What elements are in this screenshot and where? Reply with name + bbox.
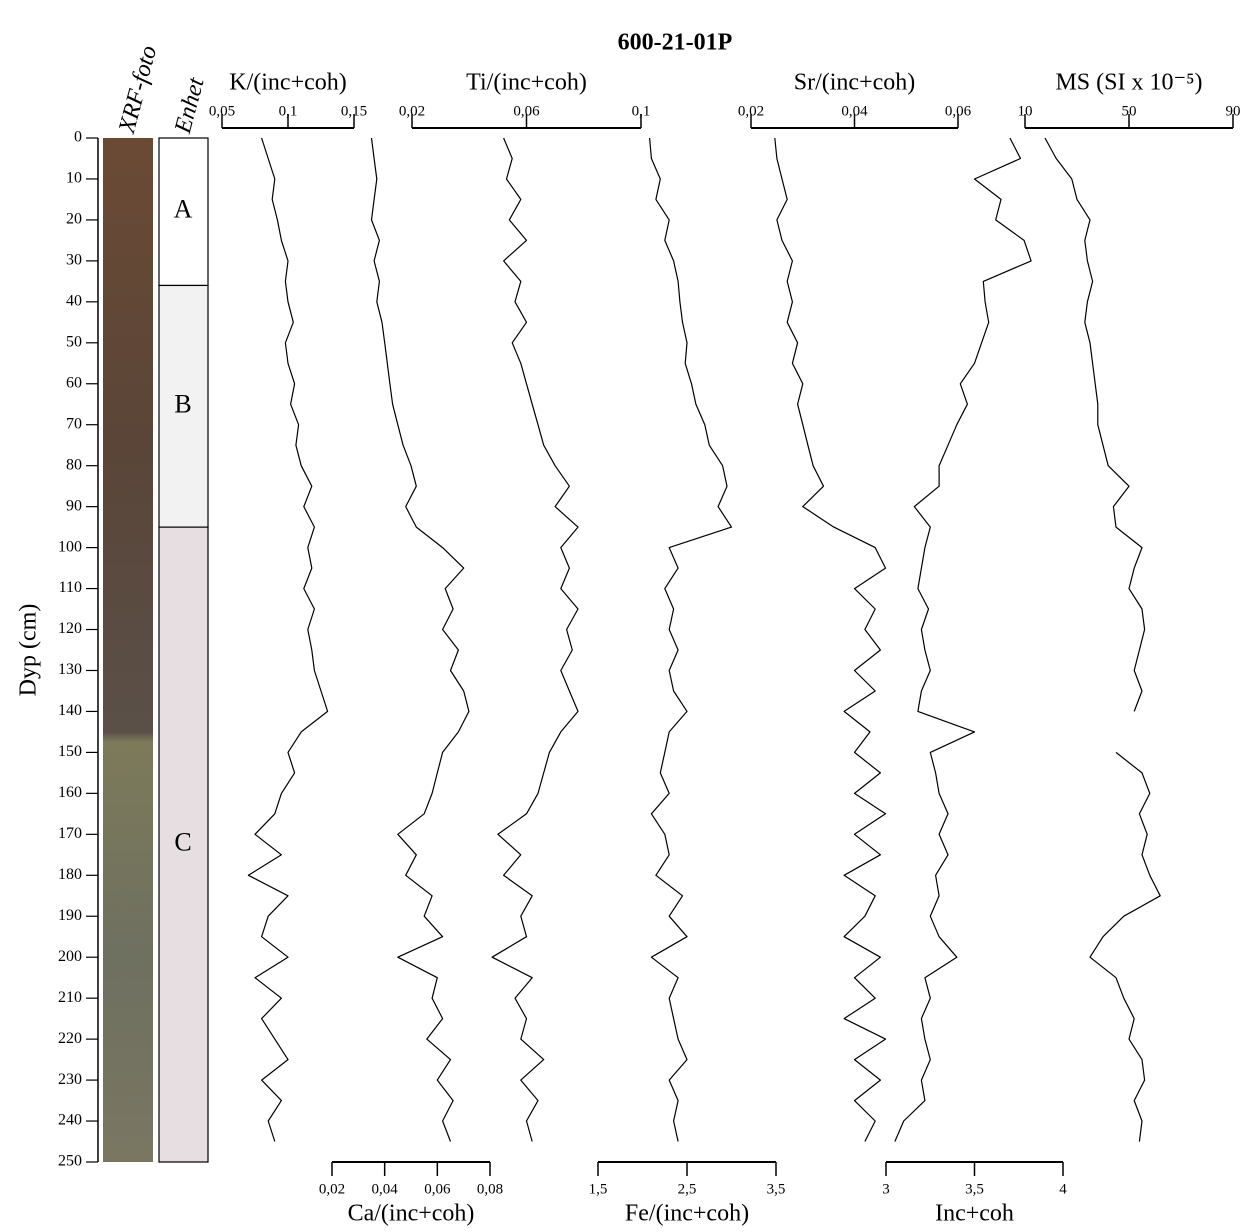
x-tick-label: 4 xyxy=(1059,1181,1067,1197)
x-tick-label: 1,5 xyxy=(589,1181,608,1197)
x-tick-label: 0,15 xyxy=(341,103,367,119)
x-tick-label: 3 xyxy=(882,1181,890,1197)
x-axis-label: Ca/(inc+coh) xyxy=(348,1201,475,1227)
y-tick-label: 60 xyxy=(66,374,82,391)
x-tick-label: 3,5 xyxy=(965,1181,984,1197)
y-tick-label: 210 xyxy=(58,989,82,1006)
series-line xyxy=(649,137,733,1142)
x-tick-label: 0,02 xyxy=(399,103,425,119)
series-line xyxy=(370,137,470,1142)
y-axis-label: Dyp (cm) xyxy=(16,604,42,697)
y-tick-label: 50 xyxy=(66,333,82,350)
series-line xyxy=(774,137,887,1142)
series-line xyxy=(894,137,1032,1142)
x-tick-label: 3,5 xyxy=(767,1181,786,1197)
y-tick-label: 30 xyxy=(66,252,82,269)
y-tick-label: 220 xyxy=(58,1030,82,1047)
x-tick-label: 90 xyxy=(1226,103,1241,119)
chart-title: 600-21-01P xyxy=(618,30,733,56)
y-tick-label: 80 xyxy=(66,456,82,473)
unit-label: B xyxy=(174,389,191,418)
y-tick-label: 190 xyxy=(58,907,82,924)
units-label: Enhet xyxy=(170,74,210,137)
core-photo xyxy=(103,138,153,1162)
x-tick-label: 0,06 xyxy=(513,103,540,119)
unit-label: C xyxy=(174,828,191,857)
x-tick-label: 0,08 xyxy=(477,1181,503,1197)
y-tick-label: 70 xyxy=(66,415,82,432)
unit-block xyxy=(158,284,209,528)
unit-block xyxy=(158,526,209,1163)
y-tick-label: 120 xyxy=(58,620,82,637)
y-tick-label: 250 xyxy=(58,1153,82,1170)
x-tick-label: 0,04 xyxy=(372,1181,399,1197)
x-tick-label: 0,05 xyxy=(209,103,235,119)
plot: 0 10 20 30 40 50 60 70 80 90 100 110 120 130 140 150 160… xyxy=(58,70,1241,1227)
series-line xyxy=(1044,137,1161,1142)
unit-block xyxy=(158,137,209,287)
x-tick-label: 0,06 xyxy=(424,1181,451,1197)
x-tick-label: 0,1 xyxy=(632,103,651,119)
x-axis-label: Ti/(inc+coh) xyxy=(466,70,587,96)
y-tick-label: 20 xyxy=(66,211,82,228)
y-tick-label: 240 xyxy=(58,1112,82,1129)
x-axis-label: Sr/(inc+coh) xyxy=(794,70,916,96)
x-axis-label: Fe/(inc+coh) xyxy=(625,1201,749,1227)
x-tick-label: 0,06 xyxy=(945,103,972,119)
y-tick-label: 140 xyxy=(58,702,82,719)
y-tick-label: 90 xyxy=(66,497,82,514)
y-tick-label: 230 xyxy=(58,1071,82,1088)
photo-label: XRF-foto xyxy=(114,43,163,137)
y-tick-label: 0 xyxy=(74,129,82,146)
y-tick-label: 200 xyxy=(58,948,82,965)
y-tick-label: 150 xyxy=(58,743,82,760)
y-tick-label: 160 xyxy=(58,784,82,801)
y-tick-label: 110 xyxy=(59,579,82,596)
x-tick-label: 0,02 xyxy=(319,1181,345,1197)
y-tick-label: 40 xyxy=(66,293,82,310)
x-tick-label: 0,02 xyxy=(738,103,764,119)
x-axis-label: Inc+coh xyxy=(935,1201,1014,1227)
x-tick-label: 50 xyxy=(1122,103,1137,119)
x-tick-label: 2,5 xyxy=(678,1181,697,1197)
y-tick-label: 180 xyxy=(58,866,82,883)
series-line xyxy=(491,137,579,1142)
y-tick-label: 170 xyxy=(58,825,82,842)
x-tick-label: 0,04 xyxy=(841,103,868,119)
unit-label: A xyxy=(174,195,193,224)
x-tick-label: 0,1 xyxy=(279,103,298,119)
x-axis-label: MS (SI x 10⁻⁵) xyxy=(1055,70,1202,96)
y-tick-label: 100 xyxy=(58,538,82,555)
y-tick-label: 10 xyxy=(66,170,82,187)
series-line xyxy=(247,137,329,1142)
y-tick-label: 130 xyxy=(58,661,82,678)
x-axis-label: K/(inc+coh) xyxy=(229,70,347,96)
x-tick-label: 10 xyxy=(1018,103,1033,119)
